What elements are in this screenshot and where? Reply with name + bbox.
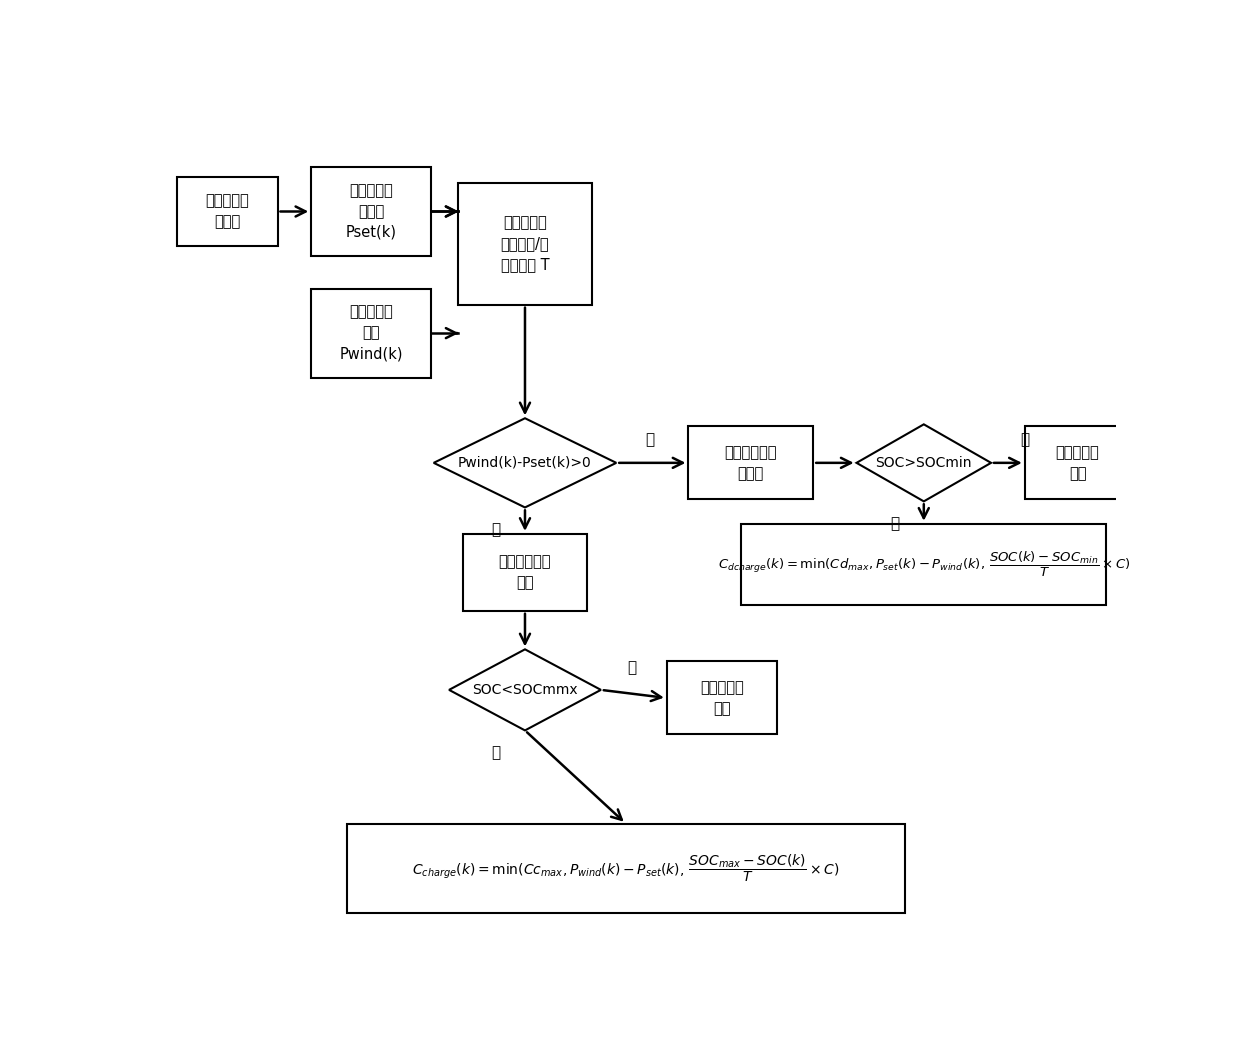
Bar bbox=[458, 183, 593, 304]
Text: 当前处于限电
状态: 当前处于限电 状态 bbox=[498, 554, 552, 591]
Text: Pwind(k)-Pset(k)>0: Pwind(k)-Pset(k)>0 bbox=[458, 456, 591, 470]
Polygon shape bbox=[449, 650, 601, 731]
Text: SOC<SOCmmx: SOC<SOCmmx bbox=[472, 683, 578, 697]
Bar bbox=[311, 167, 432, 256]
Text: $C_{dcharge}(k)=\min(Cd_{max},P_{set}(k)-P_{wind}(k),\,\dfrac{SOC(k)-SOC_{min}}{: $C_{dcharge}(k)=\min(Cd_{max},P_{set}(k)… bbox=[718, 550, 1130, 579]
Polygon shape bbox=[857, 424, 991, 501]
Text: SOC>SOCmin: SOC>SOCmin bbox=[875, 456, 972, 470]
Bar bbox=[1024, 426, 1131, 499]
Text: 调度功率预
测信息
Pset(k): 调度功率预 测信息 Pset(k) bbox=[346, 183, 397, 240]
Text: 储能单元不
放电: 储能单元不 放电 bbox=[1055, 444, 1100, 481]
Bar bbox=[311, 289, 432, 378]
Text: 否: 否 bbox=[627, 659, 636, 675]
Text: 是: 是 bbox=[890, 517, 899, 532]
Bar bbox=[176, 177, 278, 246]
Bar bbox=[742, 523, 1106, 604]
Text: 储能单元不
充电: 储能单元不 充电 bbox=[701, 680, 744, 716]
Polygon shape bbox=[434, 418, 616, 508]
Text: 否: 否 bbox=[645, 433, 655, 448]
Text: 是: 是 bbox=[491, 522, 501, 538]
Bar bbox=[667, 661, 777, 735]
Text: $C_{charge}(k)=\min(Cc_{max},P_{wind}(k)-P_{set}(k),\,\dfrac{SOC_{max}-SOC(k)}{T: $C_{charge}(k)=\min(Cc_{max},P_{wind}(k)… bbox=[412, 852, 839, 885]
Bar bbox=[463, 534, 588, 611]
Text: 调度功率历
史数据: 调度功率历 史数据 bbox=[205, 194, 249, 230]
Bar bbox=[688, 426, 813, 499]
Text: 当前时刻开
始，限电/不
限电时长 T: 当前时刻开 始，限电/不 限电时长 T bbox=[501, 216, 549, 273]
Text: 是: 是 bbox=[491, 746, 501, 760]
Text: 当前处于不限
电状态: 当前处于不限 电状态 bbox=[724, 444, 777, 481]
Text: 风功率预测
信息
Pwind(k): 风功率预测 信息 Pwind(k) bbox=[340, 304, 403, 361]
Text: 否: 否 bbox=[1021, 433, 1029, 448]
Bar bbox=[347, 823, 905, 913]
